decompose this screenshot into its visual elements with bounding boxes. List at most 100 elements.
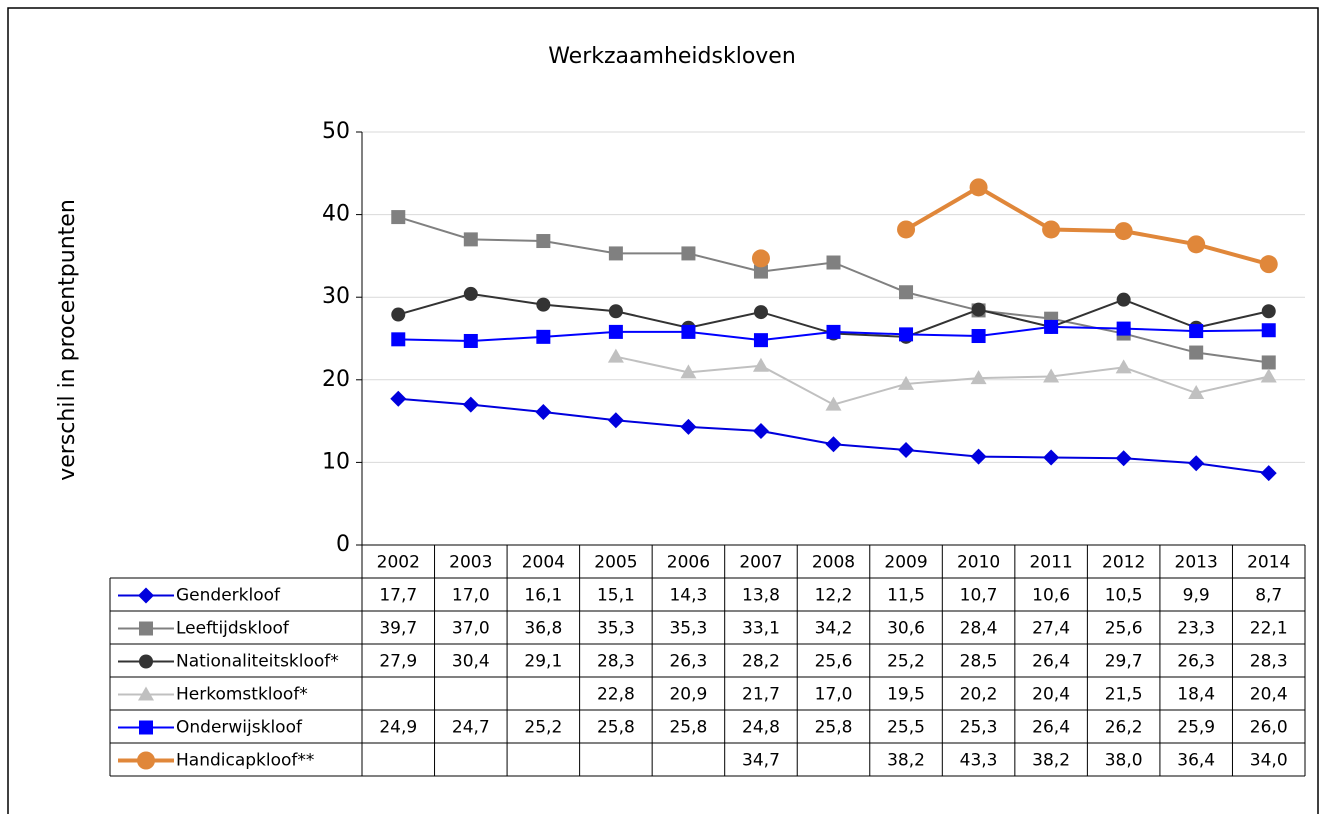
- point: [971, 329, 986, 344]
- y-tick-label: 50: [322, 119, 350, 144]
- data-label: 26,0: [1250, 718, 1288, 738]
- legend-marker: [139, 654, 153, 669]
- data-label: 25,6: [815, 652, 853, 672]
- data-label: 12,2: [815, 586, 853, 606]
- data-label: 9,9: [1183, 586, 1210, 606]
- x-tick-label: 2007: [739, 553, 782, 573]
- point: [970, 448, 987, 465]
- x-tick-label: 2008: [812, 553, 855, 573]
- point: [1114, 222, 1133, 241]
- data-label: 34,7: [742, 751, 780, 771]
- data-label: 36,4: [1177, 751, 1215, 771]
- x-tick-label: 2005: [594, 553, 637, 573]
- point: [753, 264, 768, 279]
- point: [1042, 220, 1061, 239]
- data-label: 30,4: [452, 652, 490, 672]
- legend-label: Herkomstkloof*: [176, 685, 308, 705]
- data-label: 17,0: [452, 586, 490, 606]
- point: [608, 304, 623, 319]
- y-tick-label: 40: [322, 202, 350, 227]
- x-tick-label: 2012: [1102, 553, 1145, 573]
- point: [971, 302, 986, 317]
- point: [1043, 368, 1060, 383]
- data-label: 26,2: [1105, 718, 1143, 738]
- point: [826, 324, 841, 339]
- data-label: 11,5: [887, 586, 925, 606]
- legend-marker: [139, 720, 153, 735]
- chart-title: Werkzaamheidskloven: [548, 44, 796, 69]
- y-axis-label: verschil in procentpunten: [55, 199, 80, 481]
- data-label: 25,8: [669, 718, 707, 738]
- point: [1188, 385, 1205, 400]
- data-label: 25,5: [887, 718, 925, 738]
- x-tick-label: 2013: [1175, 553, 1218, 573]
- point: [1188, 455, 1205, 472]
- legend-marker: [139, 621, 153, 636]
- x-tick-label: 2003: [449, 553, 492, 573]
- point: [607, 348, 624, 363]
- data-label: 21,7: [742, 685, 780, 705]
- x-tick-label: 2014: [1247, 553, 1290, 573]
- x-tick-label: 2006: [667, 553, 710, 573]
- data-label: 20,4: [1032, 685, 1070, 705]
- point: [1116, 321, 1131, 336]
- point: [1261, 323, 1276, 338]
- y-tick-label: 20: [322, 367, 350, 392]
- data-label: 38,2: [1032, 751, 1070, 771]
- data-label: 33,1: [742, 619, 780, 639]
- point: [1115, 450, 1132, 467]
- series-line: [615, 355, 1269, 406]
- point: [536, 234, 551, 249]
- data-label: 30,6: [887, 619, 925, 639]
- point: [1259, 255, 1278, 274]
- data-label: 23,3: [1177, 619, 1215, 639]
- data-label: 28,5: [960, 652, 998, 672]
- point: [753, 305, 768, 320]
- point: [899, 285, 914, 300]
- data-label: 34,2: [815, 619, 853, 639]
- point: [825, 436, 842, 453]
- data-label: 37,0: [452, 619, 490, 639]
- point: [898, 375, 915, 390]
- data-label: 16,1: [524, 586, 562, 606]
- point: [1187, 235, 1206, 254]
- point: [1260, 465, 1277, 482]
- point: [391, 307, 406, 322]
- y-tick-label: 10: [322, 449, 350, 474]
- data-label: 36,8: [524, 619, 562, 639]
- data-label: 28,4: [960, 619, 998, 639]
- data-label: 43,3: [960, 751, 998, 771]
- legend-label: Onderwijskloof: [176, 718, 303, 738]
- data-label: 18,4: [1177, 685, 1215, 705]
- data-label: 34,0: [1250, 751, 1288, 771]
- legend-label: Handicapkloof**: [176, 751, 314, 771]
- x-tick-label: 2009: [884, 553, 927, 573]
- data-label: 24,7: [452, 718, 490, 738]
- point: [826, 255, 841, 270]
- data-label: 29,1: [524, 652, 562, 672]
- point: [681, 324, 696, 339]
- series-line: [905, 185, 1270, 267]
- point: [608, 246, 623, 261]
- point: [1116, 292, 1131, 307]
- legend-label: Nationaliteitskloof*: [176, 652, 339, 672]
- data-label: 25,2: [524, 718, 562, 738]
- data-label: 10,6: [1032, 586, 1070, 606]
- x-tick-label: 2004: [522, 553, 565, 573]
- point: [1261, 355, 1276, 370]
- data-label: 25,3: [960, 718, 998, 738]
- point: [463, 286, 478, 301]
- point: [391, 210, 406, 225]
- data-label: 35,3: [669, 619, 707, 639]
- data-label: 38,2: [887, 751, 925, 771]
- point: [607, 412, 624, 429]
- point: [970, 370, 987, 385]
- point: [681, 246, 696, 261]
- point: [752, 357, 769, 372]
- data-label: 17,7: [379, 586, 417, 606]
- point: [751, 249, 770, 268]
- x-tick-label: 2011: [1029, 553, 1072, 573]
- point: [825, 396, 842, 411]
- point: [391, 332, 406, 347]
